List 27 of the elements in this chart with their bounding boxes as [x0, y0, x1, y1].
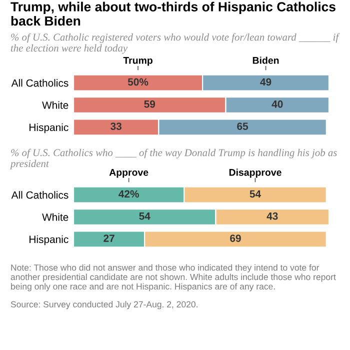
data-label: 27 [104, 234, 114, 242]
data-label: 43 [266, 212, 278, 220]
y-tick-label: White [42, 213, 68, 221]
data-label: 40 [272, 100, 283, 108]
series-label: Trump [123, 57, 152, 66]
series-label: Biden [252, 56, 279, 64]
data-label: 69 [230, 234, 241, 242]
chart-title: Trump, while about two-thirds of Hispanic Catholics back Biden [10, 2, 336, 26]
series-label: Disapprove [229, 168, 282, 178]
data-label: 42% [118, 190, 139, 198]
data-label: 59 [144, 100, 156, 108]
y-tick-label: Hispanic [30, 123, 68, 134]
chart-subtitle: % of U.S. Catholic registered voters who would vote for/lean toward ______ if the election were held today [10, 33, 340, 54]
y-tick-label: All Catholics [11, 191, 68, 199]
series-label: Approve [109, 169, 148, 178]
chart-subtitle: % of U.S. Catholics who ____ of the way Donald Trump is handling his job as president [10, 148, 337, 170]
data-label: 54 [250, 190, 261, 198]
y-tick-label: White [42, 101, 68, 109]
data-label: 54 [139, 212, 150, 220]
data-label: 49 [260, 78, 272, 86]
data-label: 33 [110, 122, 122, 130]
data-label: 65 [237, 122, 248, 130]
y-tick-label: All Catholics [11, 79, 68, 87]
text: Note: Those who did not answer and those who indicated they intend to vote for another presidential candidate are not shown. White adults include those who report being only one race and are not Hispanic. Hispanics are of any race. [10, 264, 336, 292]
data-label: 50% [128, 78, 148, 86]
y-tick-label: Hispanic [30, 235, 68, 246]
source-note: Source: Survey conducted July 27-Aug. 2, 2020. [10, 301, 198, 310]
